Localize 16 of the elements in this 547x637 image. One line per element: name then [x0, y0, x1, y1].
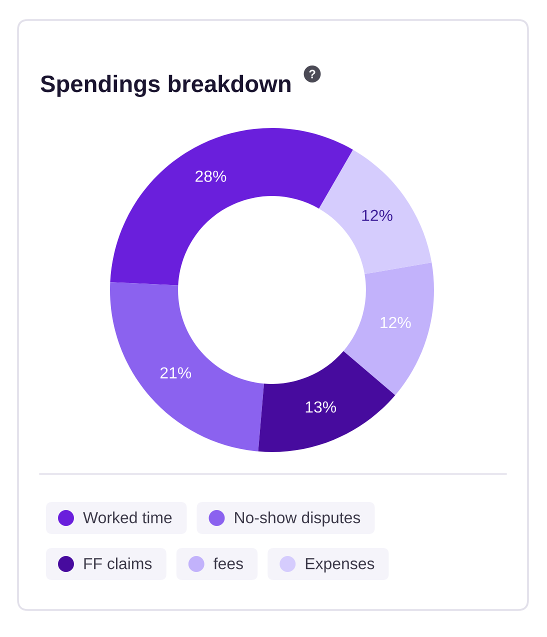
donut-slice — [343, 262, 434, 396]
donut-slice — [110, 128, 353, 286]
legend-label: FF claims — [84, 558, 152, 570]
chart-title: Spendings breakdown — [40, 74, 290, 98]
legend-label: Expenses — [306, 558, 374, 572]
legend-label: No-show disputes — [235, 512, 360, 526]
data-label: 28% — [196, 170, 226, 182]
donut-slice — [318, 150, 432, 274]
donut-slice — [258, 350, 396, 452]
data-label: 12% — [380, 316, 411, 328]
donut-slice — [110, 282, 264, 452]
data-label: 21% — [160, 367, 192, 378]
legend-label: Worked time — [83, 512, 172, 524]
data-label: 13% — [306, 401, 336, 413]
data-label: 12% — [362, 210, 392, 222]
legend-label: fees — [214, 558, 243, 570]
